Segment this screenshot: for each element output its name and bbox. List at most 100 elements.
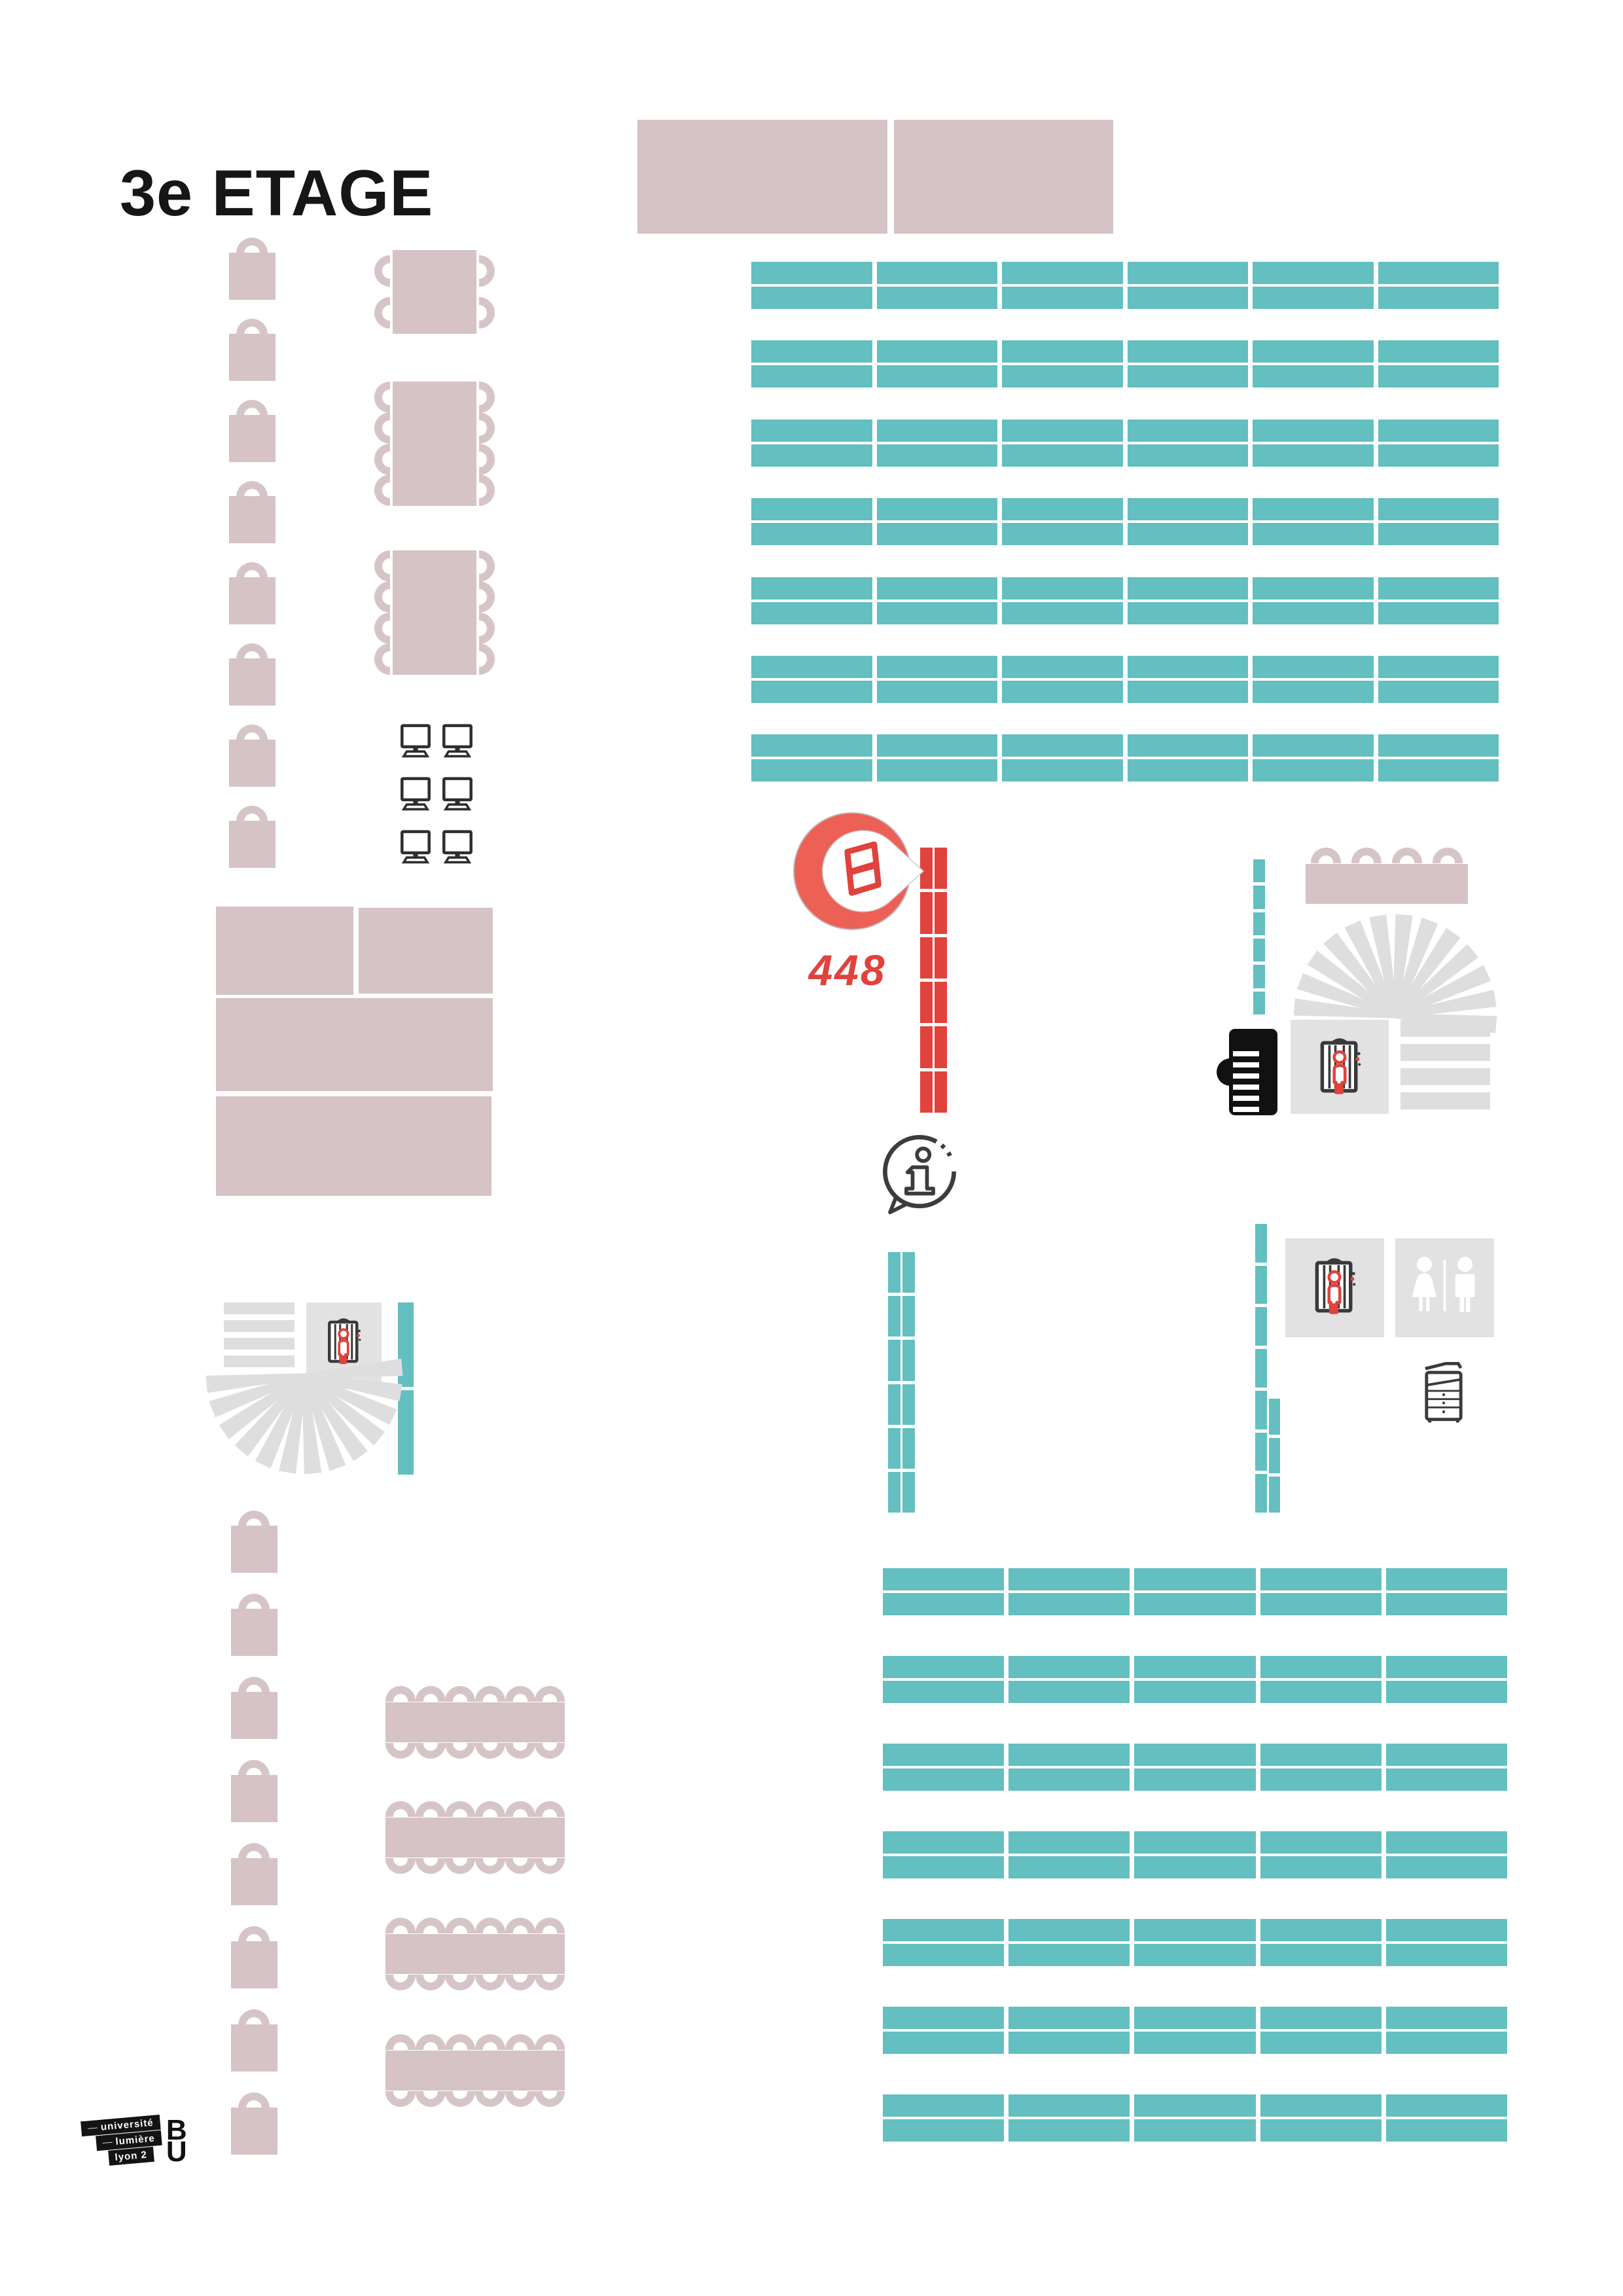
chair-arc xyxy=(535,1975,565,1990)
shelf-strip xyxy=(883,2032,1508,2054)
shelf-segment xyxy=(751,498,872,520)
bookshelf-row xyxy=(883,2007,1508,2054)
shelf-segment xyxy=(1260,1856,1382,1878)
copier-icon xyxy=(1423,1359,1465,1426)
logo-line-text: lyon 2 xyxy=(114,2149,148,2164)
study-desk xyxy=(229,740,276,787)
shelf-strip xyxy=(751,656,1499,678)
shelf-segment xyxy=(1255,1474,1267,1513)
shelf-segment xyxy=(883,2119,1005,2142)
chair-arc xyxy=(474,2091,505,2107)
lower-stair-shelf xyxy=(1255,1224,1267,1513)
shelf-segment xyxy=(888,1384,901,1425)
shelf-segment xyxy=(1253,859,1265,883)
shelf-segment xyxy=(1378,340,1499,363)
shelf-segment xyxy=(1002,444,1123,467)
stair-step xyxy=(224,1302,294,1314)
shelf-segment xyxy=(1253,340,1374,363)
shelf-segment xyxy=(1255,1349,1267,1388)
shelf-segment xyxy=(1134,1656,1256,1678)
study-desk xyxy=(231,1858,277,1905)
shelf-segment xyxy=(876,681,997,703)
shelf-segment xyxy=(883,1744,1005,1766)
study-desk xyxy=(229,334,276,381)
shelf-segment xyxy=(1127,262,1248,284)
chair-arc xyxy=(474,1858,505,1874)
shelf-segment xyxy=(888,1252,901,1293)
study-desk xyxy=(231,1609,277,1656)
shelf-segment xyxy=(1255,1224,1267,1263)
shelf-segment xyxy=(888,1296,901,1337)
shelf-segment xyxy=(751,420,872,442)
shelf-segment xyxy=(920,937,933,978)
shelf-segment xyxy=(883,1919,1005,1941)
shelf-strip xyxy=(883,2094,1508,2117)
chair-arc xyxy=(374,612,390,644)
group-table xyxy=(393,250,476,334)
shelf-segment xyxy=(1002,523,1123,545)
shelf-segment xyxy=(1253,498,1374,520)
shelf-segment xyxy=(1260,1944,1382,1966)
stair-step xyxy=(1400,1044,1490,1061)
chair-arc xyxy=(238,2009,270,2025)
shelf-strip xyxy=(751,498,1499,520)
chair-arc xyxy=(238,1760,270,1776)
shelf-segment xyxy=(398,1390,414,1475)
shelf-segment xyxy=(1260,1568,1382,1590)
long-table xyxy=(385,1702,565,1742)
left-stair-shelf xyxy=(398,1302,414,1475)
shelf-segment xyxy=(1385,2007,1508,2029)
shelf-segment xyxy=(1134,2119,1256,2142)
shelf-segment xyxy=(883,1831,1005,1854)
shelf-segment xyxy=(935,1026,947,1068)
bookshelf-row xyxy=(883,1656,1508,1703)
shelf-segment xyxy=(1378,262,1499,284)
central-shelf-column xyxy=(888,1252,915,1513)
chair-arc xyxy=(445,2034,476,2050)
chair-arc xyxy=(1351,848,1382,863)
shelf-segment xyxy=(1002,287,1123,309)
shelf-segment xyxy=(876,498,997,520)
shelf-segment xyxy=(935,1071,947,1113)
shelf-segment xyxy=(1260,1656,1382,1678)
study-desk xyxy=(229,496,276,543)
shelf-segment xyxy=(1253,656,1374,678)
chair-arc xyxy=(445,2091,476,2107)
group-table xyxy=(393,382,476,506)
computer-icon xyxy=(398,775,433,813)
shelf-segment xyxy=(1008,1681,1130,1703)
room xyxy=(637,120,887,234)
shelf-segment xyxy=(876,444,997,467)
chair-arc xyxy=(415,1686,446,1702)
shelf-segment xyxy=(1002,656,1123,678)
shelf-segment xyxy=(1378,287,1499,309)
chair-arc xyxy=(505,1743,535,1759)
shelf-column xyxy=(902,1252,915,1513)
shelf-segment xyxy=(751,340,872,363)
logo-letter-u: U xyxy=(166,2136,187,2168)
shelf-strip xyxy=(883,1568,1508,1590)
shelf-segment xyxy=(883,1568,1005,1590)
piano-key xyxy=(1233,1051,1259,1056)
shelf-segment xyxy=(920,848,933,889)
shelf-segment xyxy=(1008,2094,1130,2117)
shelf-segment xyxy=(1253,420,1374,442)
shelf-segment xyxy=(902,1252,915,1293)
shelf-segment xyxy=(1134,1768,1256,1791)
shelf-segment xyxy=(1134,1944,1256,1966)
shelf-segment xyxy=(1134,2094,1256,2117)
chair-arc xyxy=(474,1975,505,1990)
shelf-segment xyxy=(1385,2032,1508,2054)
shelf-segment xyxy=(1260,2007,1382,2029)
chair-arc xyxy=(479,612,495,644)
bookshelf-row xyxy=(883,1831,1508,1878)
chair-arc xyxy=(385,1743,416,1759)
shelf-strip xyxy=(883,1919,1508,1941)
elevator-icon xyxy=(326,1317,361,1367)
shelf-strip xyxy=(751,420,1499,442)
bookshelf-row xyxy=(883,1744,1508,1791)
shelf-segment xyxy=(1127,523,1248,545)
shelf-segment xyxy=(751,577,872,600)
